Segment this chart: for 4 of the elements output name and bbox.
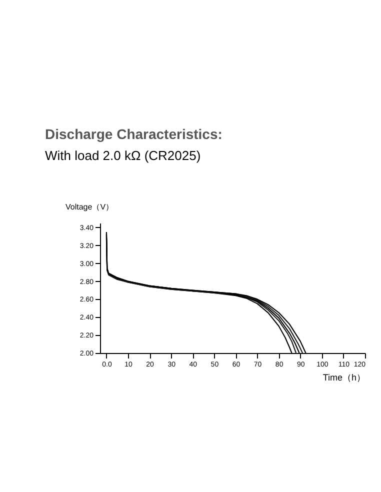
x-axis-title: Time（h） xyxy=(322,372,366,382)
chart-subtitle: With load 2.0 kΩ (CR2025) xyxy=(45,148,201,163)
y-axis-title: Voltage（V） xyxy=(66,202,114,212)
chart-title: Discharge Characteristics: xyxy=(45,126,222,142)
